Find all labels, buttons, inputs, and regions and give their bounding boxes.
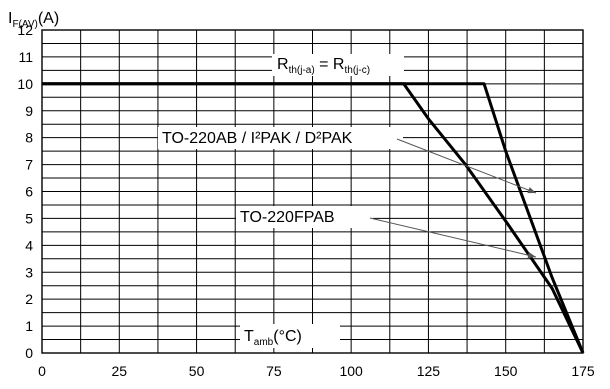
x-tick-label: 50 bbox=[189, 363, 205, 379]
y-tick-label: 2 bbox=[25, 291, 33, 307]
series-1-leader bbox=[396, 138, 537, 194]
y-tick-label: 9 bbox=[25, 103, 33, 119]
rth-label-bg bbox=[272, 54, 404, 76]
series-2-leader bbox=[369, 217, 537, 258]
y-tick-label: 8 bbox=[25, 130, 33, 146]
series-1-leader-head bbox=[527, 187, 536, 194]
y-tick-label: 11 bbox=[18, 49, 33, 65]
x-tick-label: 150 bbox=[494, 363, 518, 379]
y-tick-label: 6 bbox=[25, 184, 33, 200]
x-tick-label: 25 bbox=[111, 363, 127, 379]
y-tick-label: 7 bbox=[25, 157, 33, 173]
y-tick-label: 5 bbox=[25, 210, 33, 226]
series-1-label: TO-220AB / I²PAK / D²PAK bbox=[162, 130, 353, 147]
y-tick-label: 4 bbox=[25, 237, 33, 253]
y-axis-label: IF(AV)(A) bbox=[8, 10, 59, 30]
y-tick-label: 1 bbox=[25, 318, 33, 334]
x-tick-label: 100 bbox=[339, 363, 363, 379]
y-tick-label: 12 bbox=[17, 22, 33, 38]
x-tick-label: 75 bbox=[266, 363, 282, 379]
series-line-1 bbox=[42, 82, 585, 354]
y-tick-label: 10 bbox=[17, 76, 33, 92]
y-tick-label: 3 bbox=[25, 264, 33, 280]
series-1-label-bg bbox=[158, 127, 403, 149]
x-tick-label: 125 bbox=[417, 363, 441, 379]
series-2-label-bg bbox=[236, 206, 373, 228]
series-2-label: TO-220FPAB bbox=[240, 209, 335, 226]
curves bbox=[42, 82, 585, 354]
series-2-leader-head bbox=[527, 252, 536, 259]
x-axis-label-bg bbox=[240, 324, 340, 348]
series-line-2 bbox=[42, 82, 585, 354]
x-tick-label: 175 bbox=[571, 363, 595, 379]
rth-annotation: Rth(j-a) = Rth(j-c) bbox=[277, 56, 370, 76]
annotations: Rth(j-a) = Rth(j-c) TO-220AB / I²PAK / D²… bbox=[158, 54, 537, 348]
x-tick-label: 0 bbox=[38, 363, 46, 379]
y-tick-label: 0 bbox=[25, 345, 33, 361]
plot-frame bbox=[41, 29, 584, 354]
grid bbox=[42, 30, 583, 353]
x-axis-label: Tamb(°C) bbox=[244, 328, 302, 348]
